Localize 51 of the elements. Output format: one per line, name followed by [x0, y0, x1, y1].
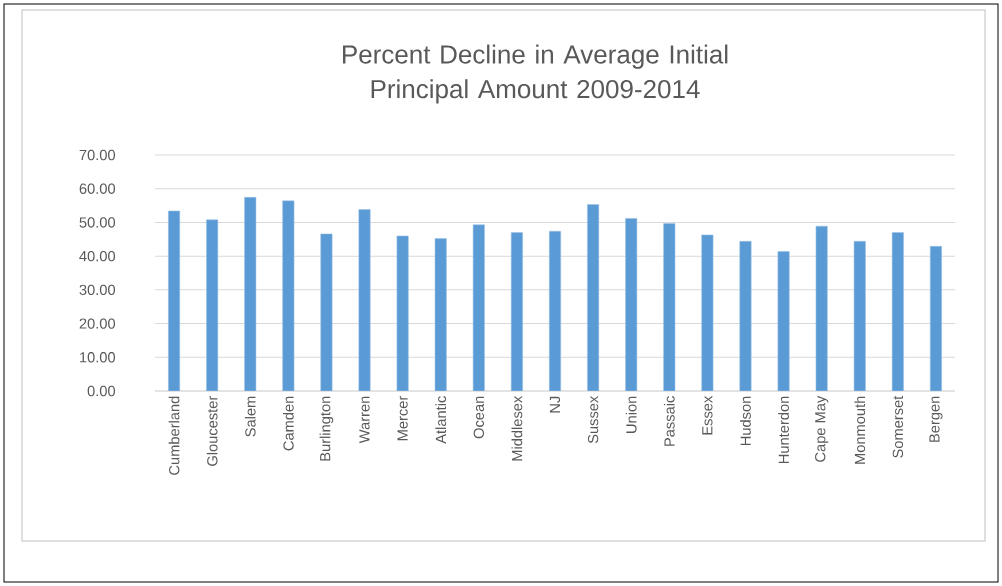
- bar: [168, 210, 181, 391]
- bar: [777, 251, 790, 391]
- bar: [472, 224, 485, 391]
- x-tick-label: Bergen: [929, 396, 943, 442]
- bar: [853, 241, 866, 391]
- bar: [625, 218, 638, 391]
- bar: [510, 232, 523, 391]
- x-tick-label: Middlesex: [511, 395, 523, 461]
- bar: [663, 223, 676, 391]
- x-tick-label: Somerset: [892, 395, 904, 458]
- x-tick-label: Ocean: [473, 396, 485, 439]
- bar: [434, 238, 447, 391]
- x-tick-label: Hudson: [740, 396, 751, 446]
- y-tick-label: 60.00: [79, 183, 116, 194]
- x-tick-label: NJ: [549, 396, 561, 413]
- x-tick-label: Monmouth: [854, 396, 866, 464]
- bar: [701, 234, 714, 391]
- x-tick-label: Cumberland: [168, 396, 180, 475]
- bar: [815, 225, 828, 391]
- y-tick-label: 0.00: [87, 385, 116, 397]
- bar: [358, 209, 371, 391]
- x-tick-label: Union: [625, 396, 637, 433]
- bar: [282, 200, 295, 391]
- x-tick-label: Passaic: [663, 396, 675, 446]
- x-tick-label: Burlington: [319, 396, 334, 461]
- bar: [320, 233, 333, 391]
- x-tick-label: Atlantic: [435, 396, 447, 444]
- x-tick-label: Gloucester: [206, 395, 218, 466]
- bar: [587, 204, 600, 391]
- bar: [206, 219, 219, 391]
- bar: [929, 246, 942, 391]
- x-tick-label: Sussex: [587, 395, 599, 444]
- y-tick-label: 20.00: [79, 318, 116, 329]
- y-tick-label: 50.00: [79, 217, 116, 228]
- x-tick-label: Mercer: [397, 395, 408, 441]
- x-tick-label: Cape May: [815, 395, 829, 462]
- bar: [891, 232, 904, 391]
- chart-title: Percent Decline in Average Initial Principal Amount 2009-2014: [343, 44, 728, 104]
- x-tick-label: Hunterdon: [778, 396, 789, 463]
- x-tick-label: Camden: [282, 396, 294, 451]
- x-tick-label: Warren: [359, 396, 370, 444]
- x-tick-label: Salem: [244, 396, 256, 437]
- bar: [739, 241, 752, 391]
- y-tick-label: 10.00: [80, 352, 116, 363]
- bar: [244, 196, 257, 391]
- y-tick-label: 70.00: [79, 149, 116, 161]
- y-tick-label: 30.00: [79, 284, 116, 296]
- x-tick-label: Essex: [702, 395, 713, 435]
- bar: [549, 230, 561, 391]
- y-tick-label: 40.00: [79, 250, 116, 262]
- bar: [396, 235, 409, 391]
